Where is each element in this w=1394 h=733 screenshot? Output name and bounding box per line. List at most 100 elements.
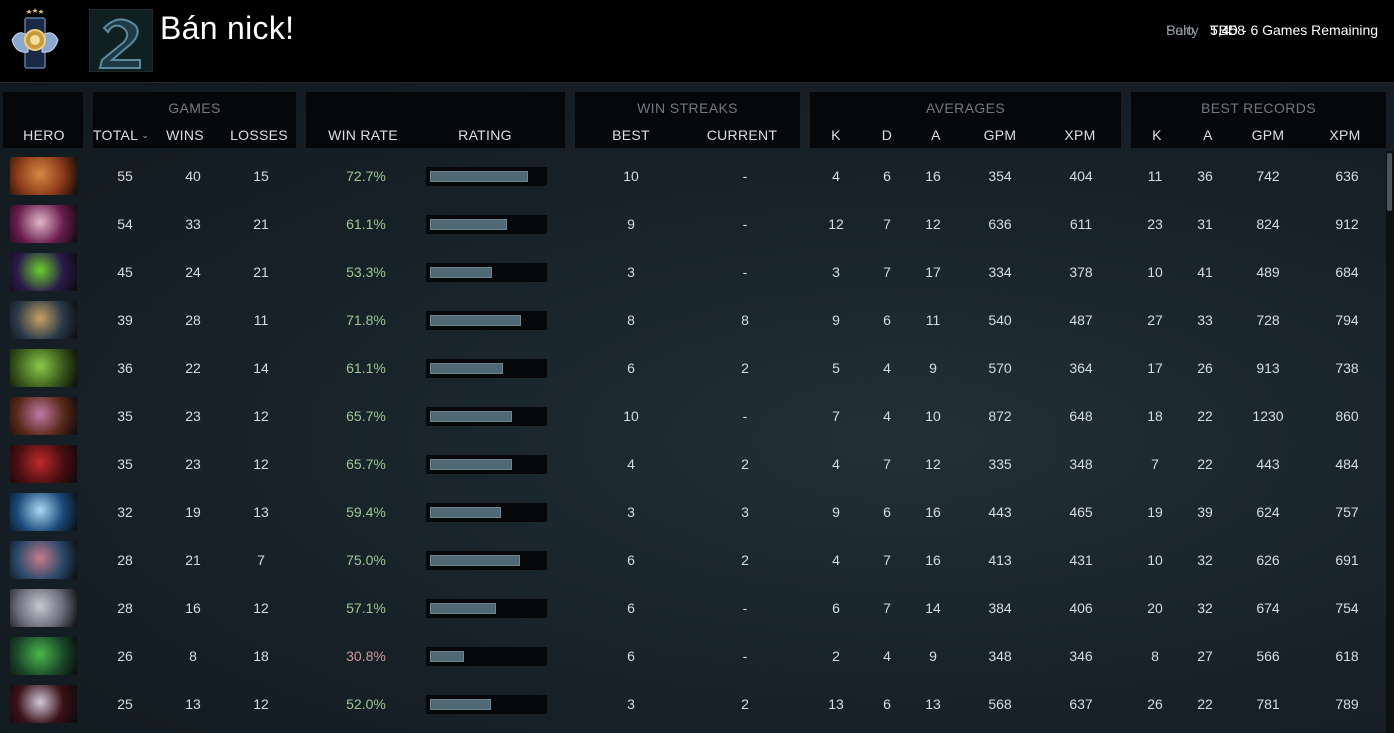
cell-avg-deaths: 6 [883,504,891,520]
group-win-streaks: WIN STREAKS [637,100,738,116]
cell-current-streak: 2 [741,552,749,568]
cell-avg-gpm: 570 [988,360,1012,376]
table-row[interactable]: 28 16 12 57.1% 6 - 6 7 14 384 406 20 32 674 754 [0,584,1386,632]
hero-viper-icon[interactable] [10,637,77,675]
mmr-solo-value: 5,458 [1210,22,1246,38]
hero-tusk-icon[interactable] [10,589,77,627]
header-games-block: GAMES TOTAL ⌄ WINS LOSSES [93,92,296,148]
column-hero[interactable]: HERO [23,127,65,143]
column-current-streak[interactable]: CURRENT [706,127,778,143]
player-name: Bán nick! [160,10,295,46]
column-total[interactable]: TOTAL ⌄ [93,127,149,143]
column-record-xpm[interactable]: XPM [1329,127,1361,143]
mmr-party-label: Party [1166,22,1199,38]
cell-losses: 15 [253,168,269,184]
table-row[interactable]: 55 40 15 72.7% 10 - 4 6 16 354 404 11 36 742 636 [0,152,1386,200]
cell-record-kills: 26 [1147,696,1163,712]
table-row[interactable]: 36 22 14 61.1% 6 2 5 4 9 570 364 17 26 913 738 [0,344,1386,392]
column-record-assists[interactable]: A [1203,127,1213,143]
cell-total: 25 [117,696,133,712]
cell-avg-deaths: 6 [883,696,891,712]
cell-total: 54 [117,216,133,232]
cell-total: 28 [117,600,133,616]
column-record-gpm[interactable]: GPM [1251,127,1285,143]
column-losses[interactable]: LOSSES [230,127,288,143]
cell-avg-assists: 16 [925,552,941,568]
column-avg-kills[interactable]: K [831,127,841,143]
table-row[interactable]: 26 8 18 30.8% 6 - 2 4 9 348 346 8 27 566 618 [0,632,1386,680]
hero-void-spirit-icon[interactable] [10,253,77,291]
cell-total: 28 [117,552,133,568]
rating-bar-fill [430,411,512,422]
cell-avg-xpm: 637 [1069,696,1093,712]
cell-record-xpm: 754 [1335,600,1359,616]
cell-record-kills: 19 [1147,504,1163,520]
column-wins[interactable]: WINS [166,127,204,143]
rating-bar-fill [430,219,507,230]
hero-zeus-icon[interactable] [10,493,77,531]
table-row[interactable]: 35 23 12 65.7% 10 - 7 4 10 872 648 18 22 1230 860 [0,392,1386,440]
hero-tinker-icon[interactable] [10,301,77,339]
cell-record-kills: 23 [1147,216,1163,232]
table-row[interactable]: 32 19 13 59.4% 3 3 9 6 16 443 465 19 39 624 757 [0,488,1386,536]
cell-record-assists: 32 [1197,552,1213,568]
scrollbar-thumb[interactable] [1387,153,1392,211]
column-record-kills[interactable]: K [1152,127,1162,143]
hero-invoker-icon[interactable] [10,205,77,243]
rank-medal-icon [11,8,59,69]
cell-current-streak: - [742,648,748,664]
rating-bar [426,647,547,666]
table-scrollbar[interactable] [1386,151,1394,733]
hero-alchemist-icon[interactable] [10,397,77,435]
cell-current-streak: - [742,168,748,184]
rating-bar-fill [430,603,496,614]
cell-avg-kills: 5 [832,360,840,376]
hero-earthshaker-icon[interactable] [10,157,77,195]
profile-header: Bán nick! Solo 5,458 Party TBD - 6 Games… [0,0,1394,83]
cell-avg-deaths: 4 [883,648,891,664]
cell-losses: 12 [253,696,269,712]
column-total-label: TOTAL [92,127,139,143]
hero-slark-icon[interactable] [10,541,77,579]
header-best-records-block: BEST RECORDS K A GPM XPM [1131,92,1386,148]
rating-bar-fill [430,651,464,662]
table-row[interactable]: 28 21 7 75.0% 6 2 4 7 16 413 431 10 32 626 691 [0,536,1386,584]
table-row[interactable]: 39 28 11 71.8% 8 8 9 6 11 540 487 27 33 728 794 [0,296,1386,344]
cell-wins: 19 [185,504,201,520]
table-row[interactable]: 54 33 21 61.1% 9 - 12 7 12 636 611 23 31 824 912 [0,200,1386,248]
column-avg-assists[interactable]: A [931,127,941,143]
hero-queen-of-pain-icon[interactable] [10,685,77,723]
cell-avg-kills: 7 [832,408,840,424]
cell-record-assists: 33 [1197,312,1213,328]
cell-record-gpm: 566 [1256,648,1280,664]
cell-current-streak: 2 [741,456,749,472]
cell-win-rate: 71.8% [346,312,386,328]
column-avg-xpm[interactable]: XPM [1064,127,1096,143]
rating-bar [426,215,547,234]
cell-avg-gpm: 568 [988,696,1012,712]
column-best-streak[interactable]: BEST [612,127,650,143]
cell-avg-gpm: 348 [988,648,1012,664]
player-avatar[interactable] [89,9,153,72]
hero-shadow-demon-icon[interactable] [10,445,77,483]
table-row[interactable]: 35 23 12 65.7% 4 2 4 7 12 335 348 7 22 443 484 [0,440,1386,488]
cell-avg-xpm: 346 [1069,648,1093,664]
cell-best-streak: 9 [627,216,635,232]
column-avg-deaths[interactable]: D [881,127,893,143]
hero-windranger-icon[interactable] [10,349,77,387]
cell-wins: 22 [185,360,201,376]
column-win-rate[interactable]: WIN RATE [328,127,398,143]
cell-record-kills: 18 [1147,408,1163,424]
cell-win-rate: 65.7% [346,408,386,424]
table-row[interactable]: 25 13 12 52.0% 3 2 13 6 13 568 637 26 22 781 789 [0,680,1386,728]
cell-avg-deaths: 6 [883,168,891,184]
cell-current-streak: 2 [741,360,749,376]
column-avg-gpm[interactable]: GPM [983,127,1017,143]
cell-record-xpm: 636 [1335,168,1359,184]
cell-avg-assists: 9 [929,648,937,664]
table-row[interactable]: 45 24 21 53.3% 3 - 3 7 17 334 378 10 41 489 684 [0,248,1386,296]
column-rating[interactable]: RATING [458,127,512,143]
mmr-party-value: TBD - 6 Games Remaining [1210,22,1379,38]
cell-record-kills: 20 [1147,600,1163,616]
rating-bar [426,695,547,714]
